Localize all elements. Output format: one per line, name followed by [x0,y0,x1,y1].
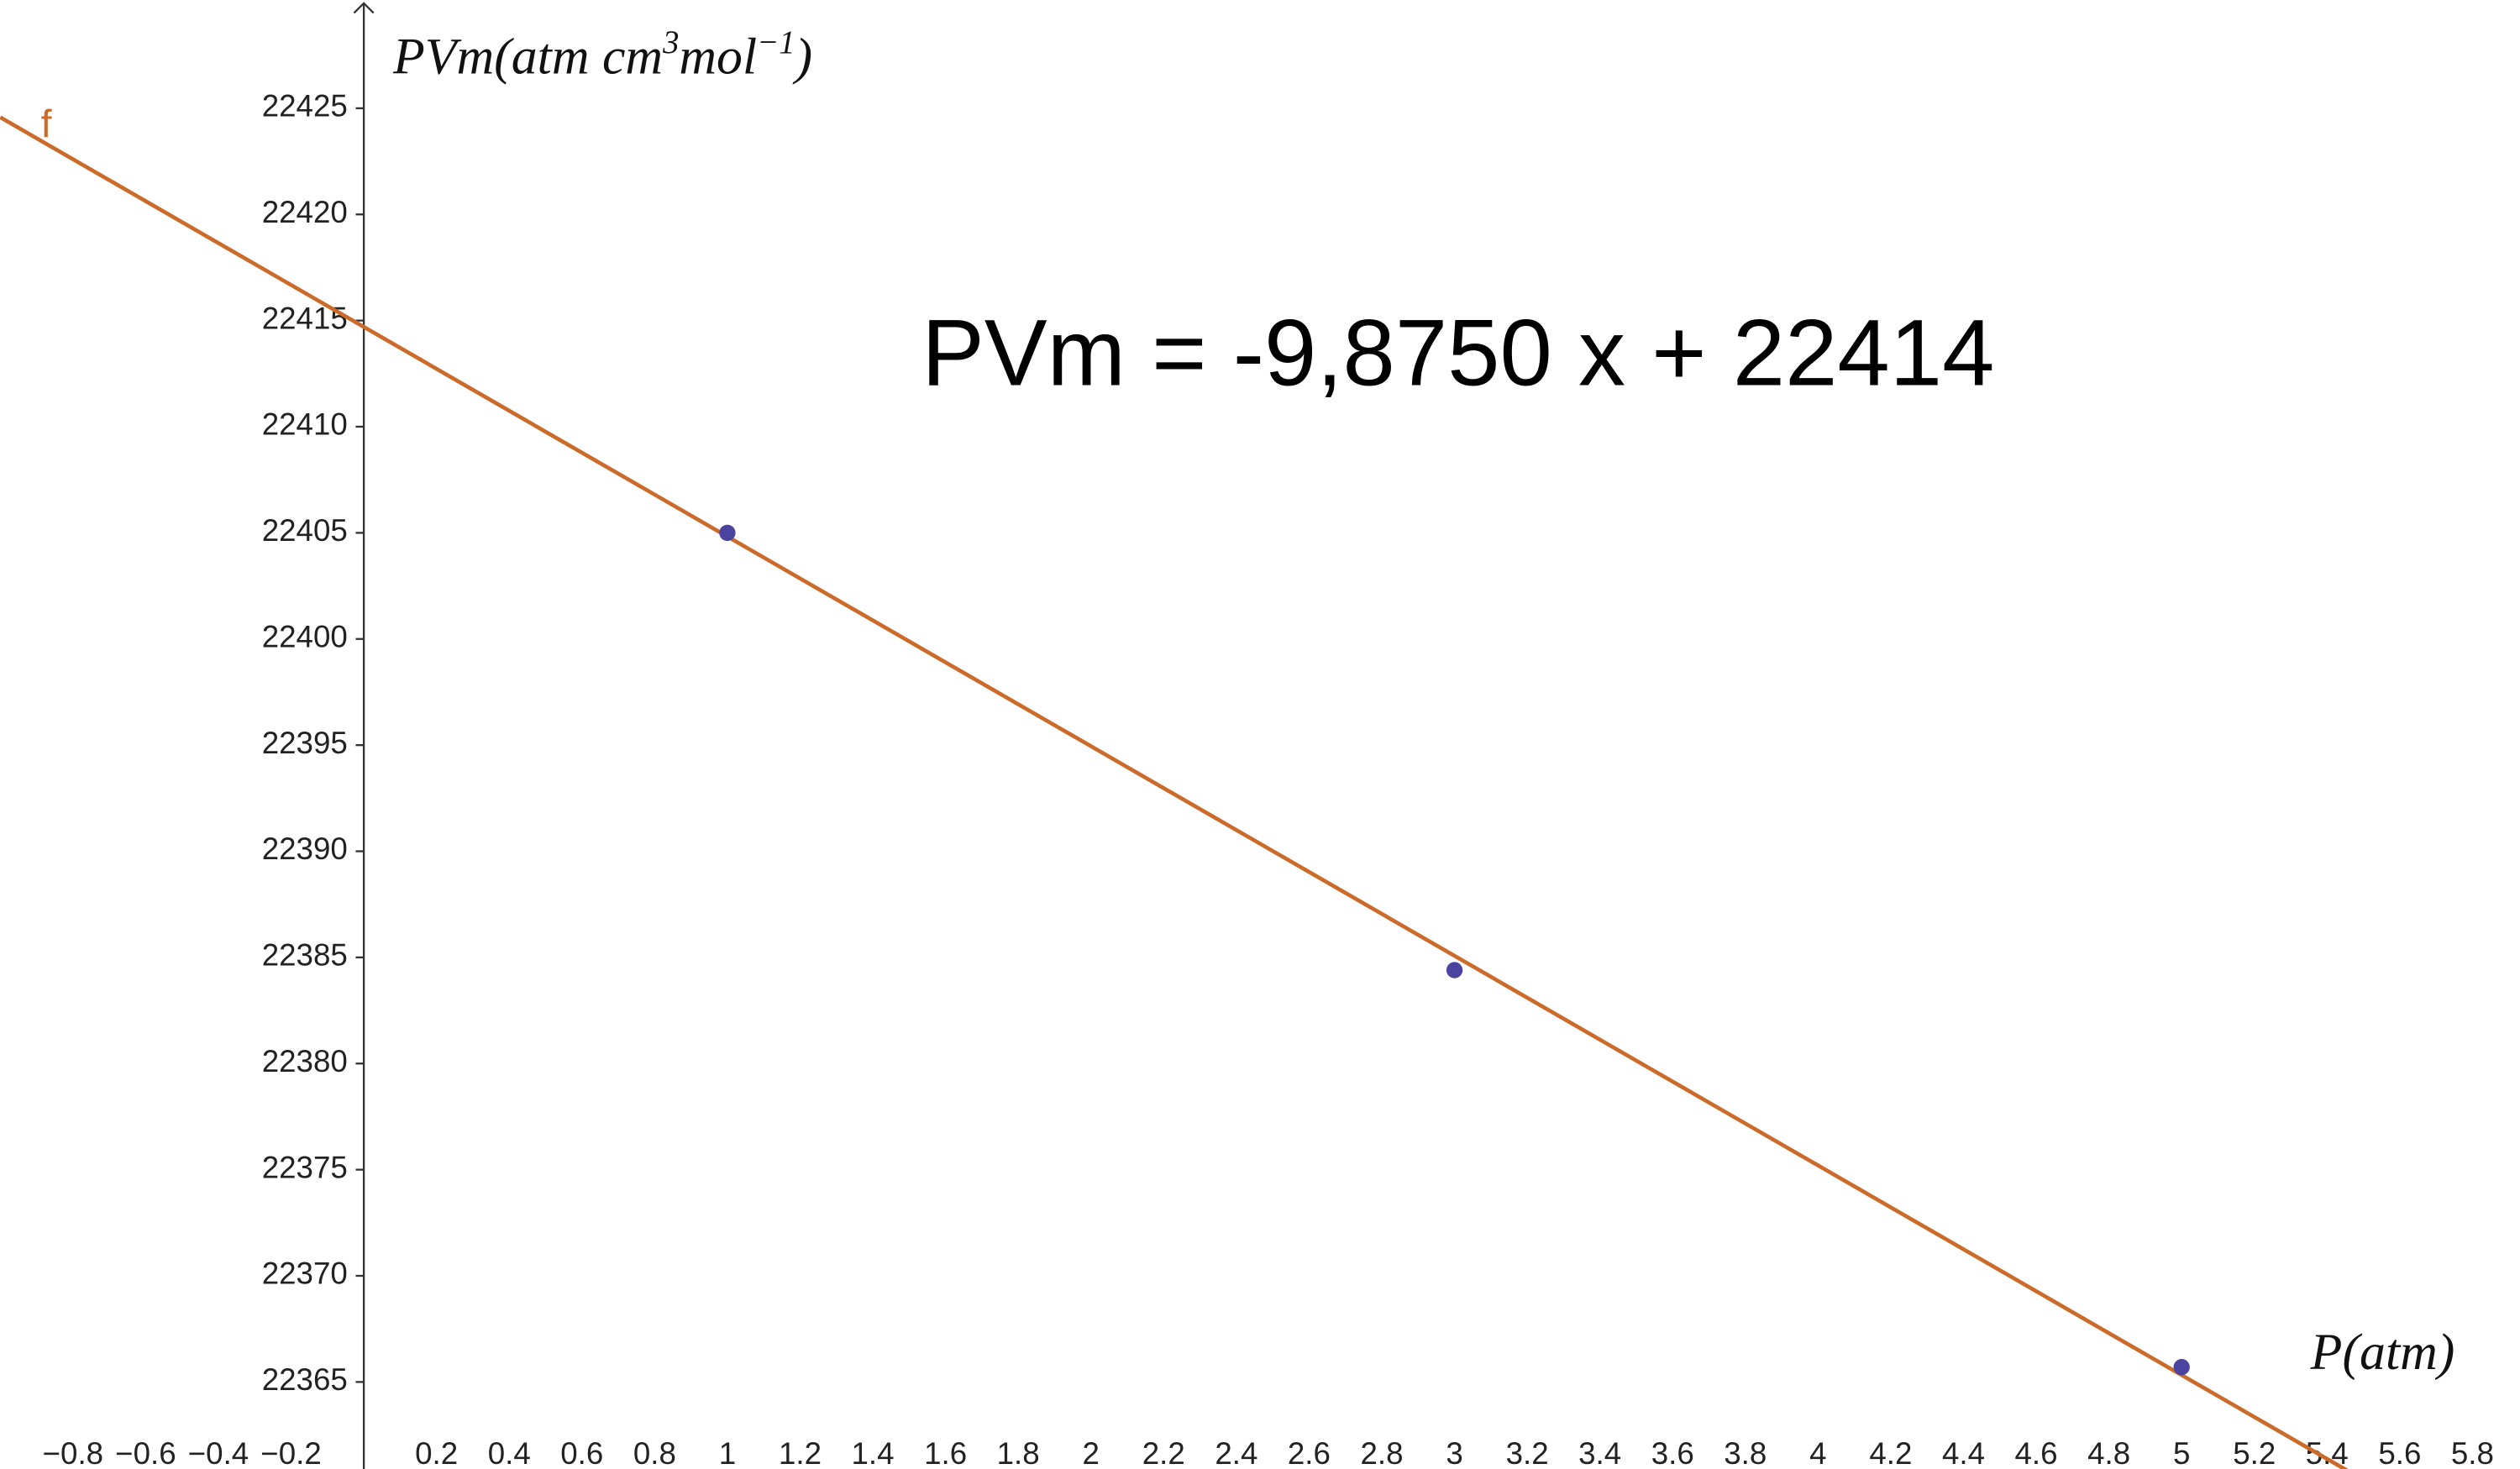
x-tick-label: 4.8 [2087,1436,2130,1469]
y-tick-label: 22370 [262,1257,348,1291]
x-tick-label: 0.2 [415,1436,458,1469]
data-point [719,524,736,542]
x-tick-label: −0.8 [43,1436,103,1469]
data-point [1446,962,1463,978]
x-tick-label: 1.6 [924,1436,967,1469]
x-tick-label: −0.6 [115,1436,176,1469]
x-tick-label: 1.2 [779,1436,822,1469]
x-tick-label: 0.6 [560,1436,603,1469]
x-tick-label: 5.4 [2306,1436,2349,1469]
regression-line [0,115,2349,1469]
y-tick-label: 22425 [262,89,348,123]
y-axis-label: PVm(atm cm3mol−1) [392,25,812,86]
y-tick-label: 22380 [262,1044,348,1078]
y-tick-label: 22400 [262,619,348,653]
x-tick-label: 2.2 [1142,1436,1185,1469]
y-tick-label: 22405 [262,513,348,548]
x-tick-label: 2.8 [1360,1436,1403,1469]
x-tick-label: 3.6 [1651,1436,1694,1469]
x-tick-label: 1.4 [852,1436,895,1469]
x-tick-label: 5.8 [2451,1436,2494,1469]
y-label-base: PVm(atm cm [392,29,663,86]
y-tick-label: 22385 [262,938,348,973]
x-tick-label: −0.4 [188,1436,249,1469]
x-tick-label: 2.4 [1215,1436,1257,1469]
y-tick-label: 22375 [262,1150,348,1184]
y-tick-label: 22415 [262,301,348,335]
x-tick-label: 4.4 [1942,1436,1985,1469]
y-label-mid: mol [679,29,757,86]
y-tick-label: 22365 [262,1362,348,1397]
x-tick-label: 4.6 [2015,1436,2058,1469]
y-axis-arrow [353,2,375,14]
x-tick-label: 4.2 [1869,1436,1912,1469]
x-tick-label: 0.4 [488,1436,531,1469]
x-tick-label: 3.8 [1724,1436,1767,1469]
y-tick-label: 22395 [262,726,348,760]
x-tick-label: 5.6 [2378,1436,2421,1469]
x-tick-label: 5.2 [2233,1436,2276,1469]
data-point [2173,1359,2190,1376]
y-tick-label: 22420 [262,195,348,229]
x-tick-label: 3 [1446,1436,1462,1469]
y-tick-label: 22410 [262,407,348,442]
y-label-end: ) [793,29,813,86]
x-tick-label: 5 [2173,1436,2190,1469]
y-label-sup: 3 [662,25,679,60]
annotation: PVm = -9,8750 x + 22414 [921,301,1994,406]
x-tick-label: 4 [1809,1436,1826,1469]
x-tick-label: 3.4 [1578,1436,1621,1469]
x-axis-label: P(atm) [2310,1324,2455,1381]
x-tick-label: 1 [719,1436,736,1469]
x-tick-label: 2.6 [1288,1436,1331,1469]
line-label: f [41,102,52,145]
y-tick-label: 22390 [262,832,348,866]
x-tick-label: 3.2 [1506,1436,1549,1469]
x-tick-label: 0.8 [633,1436,676,1469]
x-tick-label: 2 [1083,1436,1100,1469]
x-tick-label: −0.2 [260,1436,321,1469]
x-tick-label: 1.8 [997,1436,1040,1469]
y-label-sup: −1 [757,25,795,60]
